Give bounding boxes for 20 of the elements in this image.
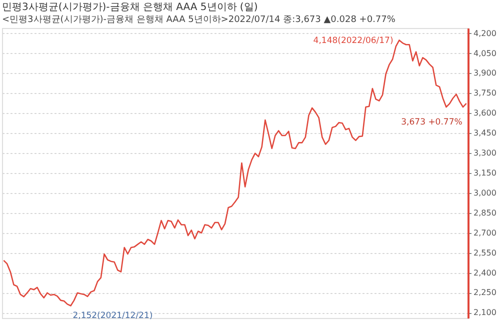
y-tick-label: 4,200 [474,28,496,38]
y-tick-label: 2,550 [474,248,496,258]
y-tick-label: 3,000 [474,188,496,198]
annotation: 4,148(2022/06/17) [313,36,394,46]
y-tick-label: 3,750 [474,88,496,98]
y-tick-label: 2,250 [474,288,496,298]
y-tick-label: 3,150 [474,168,496,178]
y-tick-label: 3,900 [474,68,496,78]
annotation: 2,152(2021/12/21) [72,310,153,321]
y-tick-label: 3,300 [474,148,496,158]
y-tick-label: 2,100 [474,308,496,318]
y-tick-label: 2,400 [474,268,496,278]
y-tick-label: 4,050 [474,48,496,58]
annotation: 3,673 +0.77% [401,117,462,128]
chart-title: 민평3사평균(시가평가)-금융채 은행채 AAA 5년이하 (일) [2,2,258,13]
y-tick-label: 3,450 [474,128,496,138]
y-tick-label: 2,700 [474,228,496,238]
y-tick-label: 2,850 [474,208,496,218]
y-tick-label: 3,600 [474,108,496,118]
chart-subtitle: <민평3사평균(시가평가)-금융채 은행채 AAA 5년이하>2022/07/14 종:3,673 ▲0.028 +0.77% [2,15,396,25]
